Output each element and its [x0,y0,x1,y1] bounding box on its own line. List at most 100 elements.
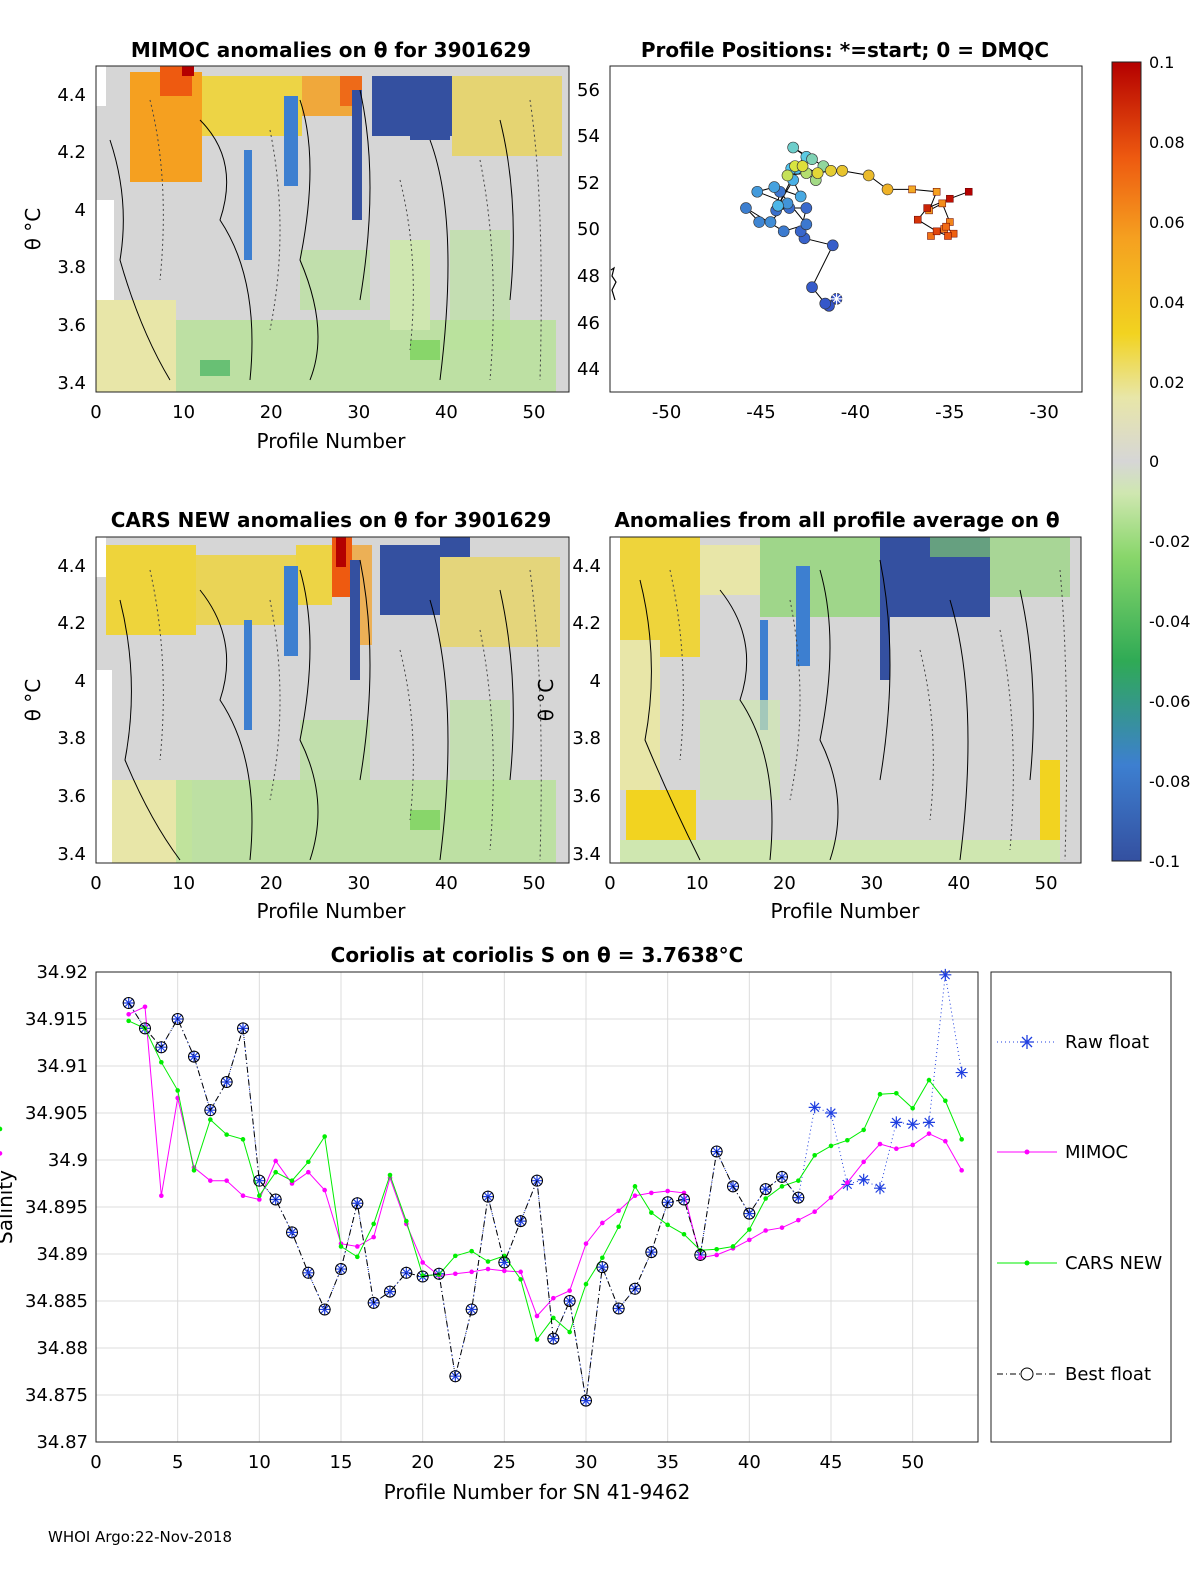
footer-credit: WHOI Argo:22-Nov-2018 [48,1528,232,1546]
data-point-raw-float [122,997,135,1010]
data-point-mimoc [322,1187,327,1193]
cars-heatmap [96,537,569,863]
x-tick-label: 40 [947,873,970,894]
profile-position-marker [764,216,777,228]
data-point-mimoc [763,1228,768,1233]
series-line-best-float [128,1002,799,1401]
data-point-cars-new [240,1137,246,1142]
data-point-mimoc [518,1269,523,1275]
y-tick-label: 4.4 [57,556,86,577]
allprofile-yticks: 3.4 3.6 3.8 4 4.2 4.4 [572,556,601,865]
data-point-cars-new [665,1222,670,1228]
salinity-title: Coriolis at coriolis S on θ = 3.7638°C [331,943,744,967]
data-point-mimoc [224,1178,229,1183]
data-point-cars-new [175,1088,180,1093]
data-point-cars-new [224,1132,229,1137]
data-point-raw-float [759,1183,772,1196]
x-tick-label: 20 [411,1452,434,1473]
data-point-cars-new [338,1244,344,1249]
data-point-mimoc [616,1208,621,1214]
legend-item-mimoc: MIMOC [997,1142,1128,1163]
data-point-cars-new [959,1137,964,1142]
colorbar-tick-label: -0.08 [1149,772,1190,791]
cars-title: CARS NEW anomalies on θ for 3901629 [111,508,552,532]
y-tick-label: 4 [75,200,86,221]
y-tick-label: 52 [577,173,600,194]
profile-position-marker [751,185,764,198]
cars-ylabel: θ °C [21,679,45,722]
cars-axes: 0 10 20 30 40 50 3.4 3.6 3.8 4 4.2 4.4 P… [21,536,570,923]
colorbar-tick-label: -0.1 [1149,852,1180,871]
y-tick-label: 4.4 [572,556,601,577]
y-tick-label: 4.2 [57,142,86,163]
profile-position-marker [768,181,781,193]
data-point-mimoc [355,1244,360,1249]
profile-position-marker [796,160,809,172]
data-point-best-float [400,1266,413,1279]
data-point-mimoc [469,1269,474,1275]
allprofile-title: Anomalies from all profile average on θ [614,508,1059,532]
dot-marker-icon [1024,1260,1030,1266]
data-point-cars-new [404,1218,409,1224]
y-tick-label: 50 [577,219,600,240]
y-tick-label: 3.8 [572,728,601,749]
mimoc-heatmap [96,66,569,392]
y-tick-label: 3.6 [57,315,86,336]
colorbar-tick-label: 0 [1149,452,1159,471]
profile-position-marker [781,169,794,182]
data-point-cars-new [943,1098,948,1104]
positions-title: Profile Positions: *=start; 0 = DMQC [641,38,1049,62]
data-point-raw-float [678,1193,690,1206]
data-point-best-float [792,1191,805,1204]
data-point-raw-float [743,1207,756,1220]
data-point-mimoc [632,1193,638,1199]
series-line-cars-new [128,1020,963,1341]
data-point-raw-float [253,1174,266,1187]
data-point-cars-new [649,1210,654,1215]
data-point-cars-new [747,1227,752,1232]
mimoc-ylabel: θ °C [21,208,45,251]
profile-position-marker [826,239,839,252]
data-point-cars-new [191,1168,197,1173]
data-point-cars-new [208,1117,213,1122]
y-tick-label: 34.895 [25,1197,88,1218]
data-point-best-float [237,1022,249,1035]
x-tick-label: 15 [330,1452,353,1473]
data-point-best-float [710,1145,723,1158]
data-point-cars-new [796,1178,801,1183]
data-point-raw-float [465,1303,478,1316]
x-tick-label: -45 [746,402,775,423]
data-point-raw-float [188,1050,200,1063]
profile-position-marker [825,164,837,177]
x-tick-label: 20 [773,873,796,894]
y-tick-label: 34.9 [48,1150,88,1171]
profile-position-marker [932,187,941,196]
data-point-mimoc [420,1260,425,1265]
x-tick-label: 30 [347,873,370,894]
data-point-cars-new [730,1244,736,1249]
y-tick-label: 56 [577,80,600,101]
data-point-best-float [743,1207,756,1220]
profile-position-marker [836,164,849,177]
y-tick-label: 34.89 [36,1244,88,1265]
data-point-cars-new [518,1277,523,1282]
x-tick-label: -30 [1029,402,1058,423]
legend-item-best-float: Best float [997,1364,1151,1385]
data-point-raw-float [498,1256,511,1269]
data-point-best-float [188,1050,200,1063]
data-point-best-float [596,1261,609,1274]
y-tick-label: 34.88 [36,1338,88,1359]
salinity-grid [95,971,978,1443]
data-point-best-float [286,1226,298,1239]
data-point-cars-new [632,1184,638,1189]
data-point-mimoc [845,1180,850,1185]
data-point-cars-new [812,1153,817,1158]
coastline-fragment [610,266,617,301]
allprofile-axes: 0 10 20 30 40 50 3.4 3.6 3.8 4 4.2 4.4 P… [534,536,1082,923]
profile-position-marker [800,202,813,214]
x-tick-label: 20 [260,873,283,894]
circle-marker-icon [1020,1367,1034,1381]
data-point-cars-new [828,1143,834,1149]
y-tick-label: 44 [577,359,600,380]
data-point-raw-float [580,1394,592,1407]
